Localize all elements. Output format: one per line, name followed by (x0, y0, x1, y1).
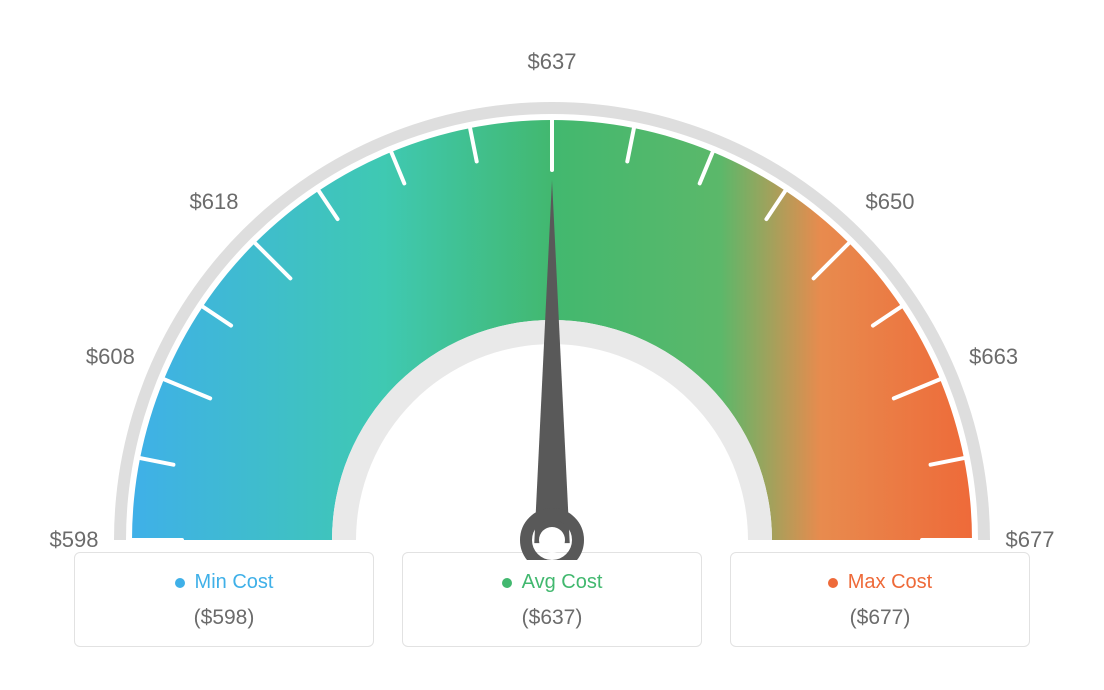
dot-icon (502, 578, 512, 588)
legend-title-max: Max Cost (828, 571, 932, 594)
legend-title-min: Min Cost (175, 571, 274, 594)
legend-title-avg: Avg Cost (502, 571, 603, 594)
legend-label: Avg Cost (522, 571, 603, 594)
legend-row: Min Cost ($598) Avg Cost ($637) Max Cost… (0, 552, 1104, 647)
legend-value-min: ($598) (75, 606, 373, 630)
legend-card-min: Min Cost ($598) (74, 552, 374, 647)
gauge-tick-label: $637 (528, 49, 577, 75)
legend-label: Min Cost (195, 571, 274, 594)
dot-icon (175, 578, 185, 588)
legend-card-avg: Avg Cost ($637) (402, 552, 702, 647)
gauge-tick-label: $618 (190, 189, 239, 215)
legend-label: Max Cost (848, 571, 932, 594)
dot-icon (828, 578, 838, 588)
gauge-tick-label: $598 (50, 527, 99, 553)
legend-value-avg: ($637) (403, 606, 701, 630)
gauge-tick-label: $608 (86, 344, 135, 370)
gauge-chart: $598 $608 $618 $637 $650 $663 $677 (0, 0, 1104, 560)
gauge-tick-label: $663 (969, 344, 1018, 370)
legend-value-max: ($677) (731, 606, 1029, 630)
gauge-svg (0, 0, 1104, 560)
legend-card-max: Max Cost ($677) (730, 552, 1030, 647)
gauge-tick-label: $650 (866, 189, 915, 215)
gauge-tick-label: $677 (1006, 527, 1055, 553)
